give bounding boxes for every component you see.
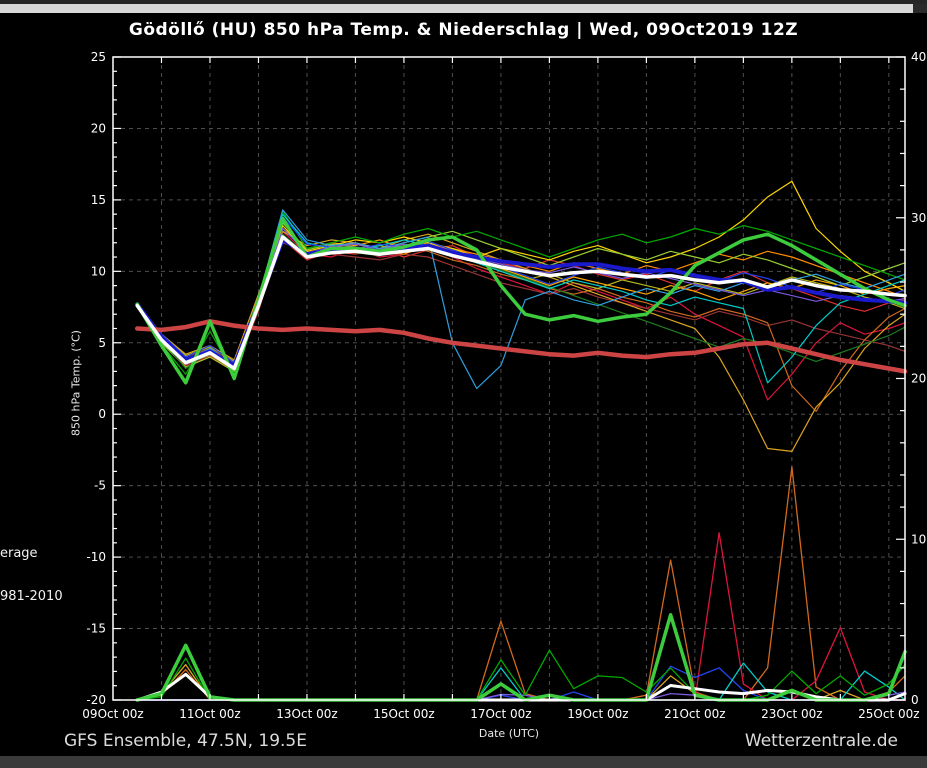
x-tick-label: 13Oct 00z — [276, 707, 337, 721]
plot-frame — [112, 56, 906, 701]
y-left-tick-label: -15 — [86, 622, 106, 636]
temp-series-climate-1981-2010 — [134, 319, 908, 374]
x-tick-label: 09Oct 00z — [82, 707, 143, 721]
y-left-tick-label: 10 — [91, 264, 106, 278]
window-top-edge — [0, 0, 927, 4]
y-right-tick-label: 10 — [911, 532, 926, 546]
legend-fragment-average: erage — [0, 546, 38, 561]
y-left-tick-label: 25 — [91, 50, 106, 64]
window-top-bar-notch — [913, 4, 927, 13]
window-top-bar — [0, 4, 927, 13]
chart-title: Gödöllő (HU) 850 hPa Temp. & Niederschla… — [128, 20, 799, 40]
y-left-tick-label: 20 — [91, 121, 106, 135]
legend-fragment-climate: 981-2010 — [0, 589, 63, 604]
y-right-tick-label: 40 — [911, 50, 926, 64]
footer-model-info: GFS Ensemble, 47.5N, 19.5E — [64, 731, 307, 751]
x-tick-label: 15Oct 00z — [373, 707, 434, 721]
x-tick-label: 21Oct 00z — [664, 707, 725, 721]
temp-series-member-darkred — [136, 242, 906, 364]
temp-series-member-orange — [136, 227, 906, 367]
x-tick-label: 25Oct 00z — [858, 707, 919, 721]
x-axis-label: Date (UTC) — [478, 727, 540, 740]
temp-series-operational — [135, 235, 907, 371]
precip-series-precip-chocolate — [136, 466, 906, 701]
footer-watermark: Wetterzentrale.de — [744, 731, 898, 751]
temp-series-member-skyblue — [136, 209, 906, 390]
x-tick-label: 23Oct 00z — [761, 707, 822, 721]
y-left-tick-label: -5 — [94, 479, 106, 493]
y-left-tick-label: -10 — [86, 550, 106, 564]
y-right-tick-label: 30 — [911, 211, 926, 225]
window-bottom-bar — [0, 756, 927, 768]
precip-series-precip-control — [135, 613, 907, 702]
temp-series-member-gold — [136, 180, 906, 370]
y-right-tick-label: 0 — [911, 693, 919, 707]
x-tick-label: 19Oct 00z — [567, 707, 628, 721]
y-left-tick-label: 15 — [91, 193, 106, 207]
y-left-tick-label: 5 — [98, 336, 106, 350]
x-tick-label: 11Oct 00z — [179, 707, 240, 721]
precip-series-precip-crimson — [136, 532, 906, 701]
x-tick-label: 17Oct 00z — [470, 707, 531, 721]
y-right-tick-label: 20 — [911, 372, 926, 386]
y-left-tick-label: 0 — [98, 407, 106, 421]
temp-series-control — [135, 216, 907, 385]
y-left-tick-label: -20 — [86, 693, 106, 707]
